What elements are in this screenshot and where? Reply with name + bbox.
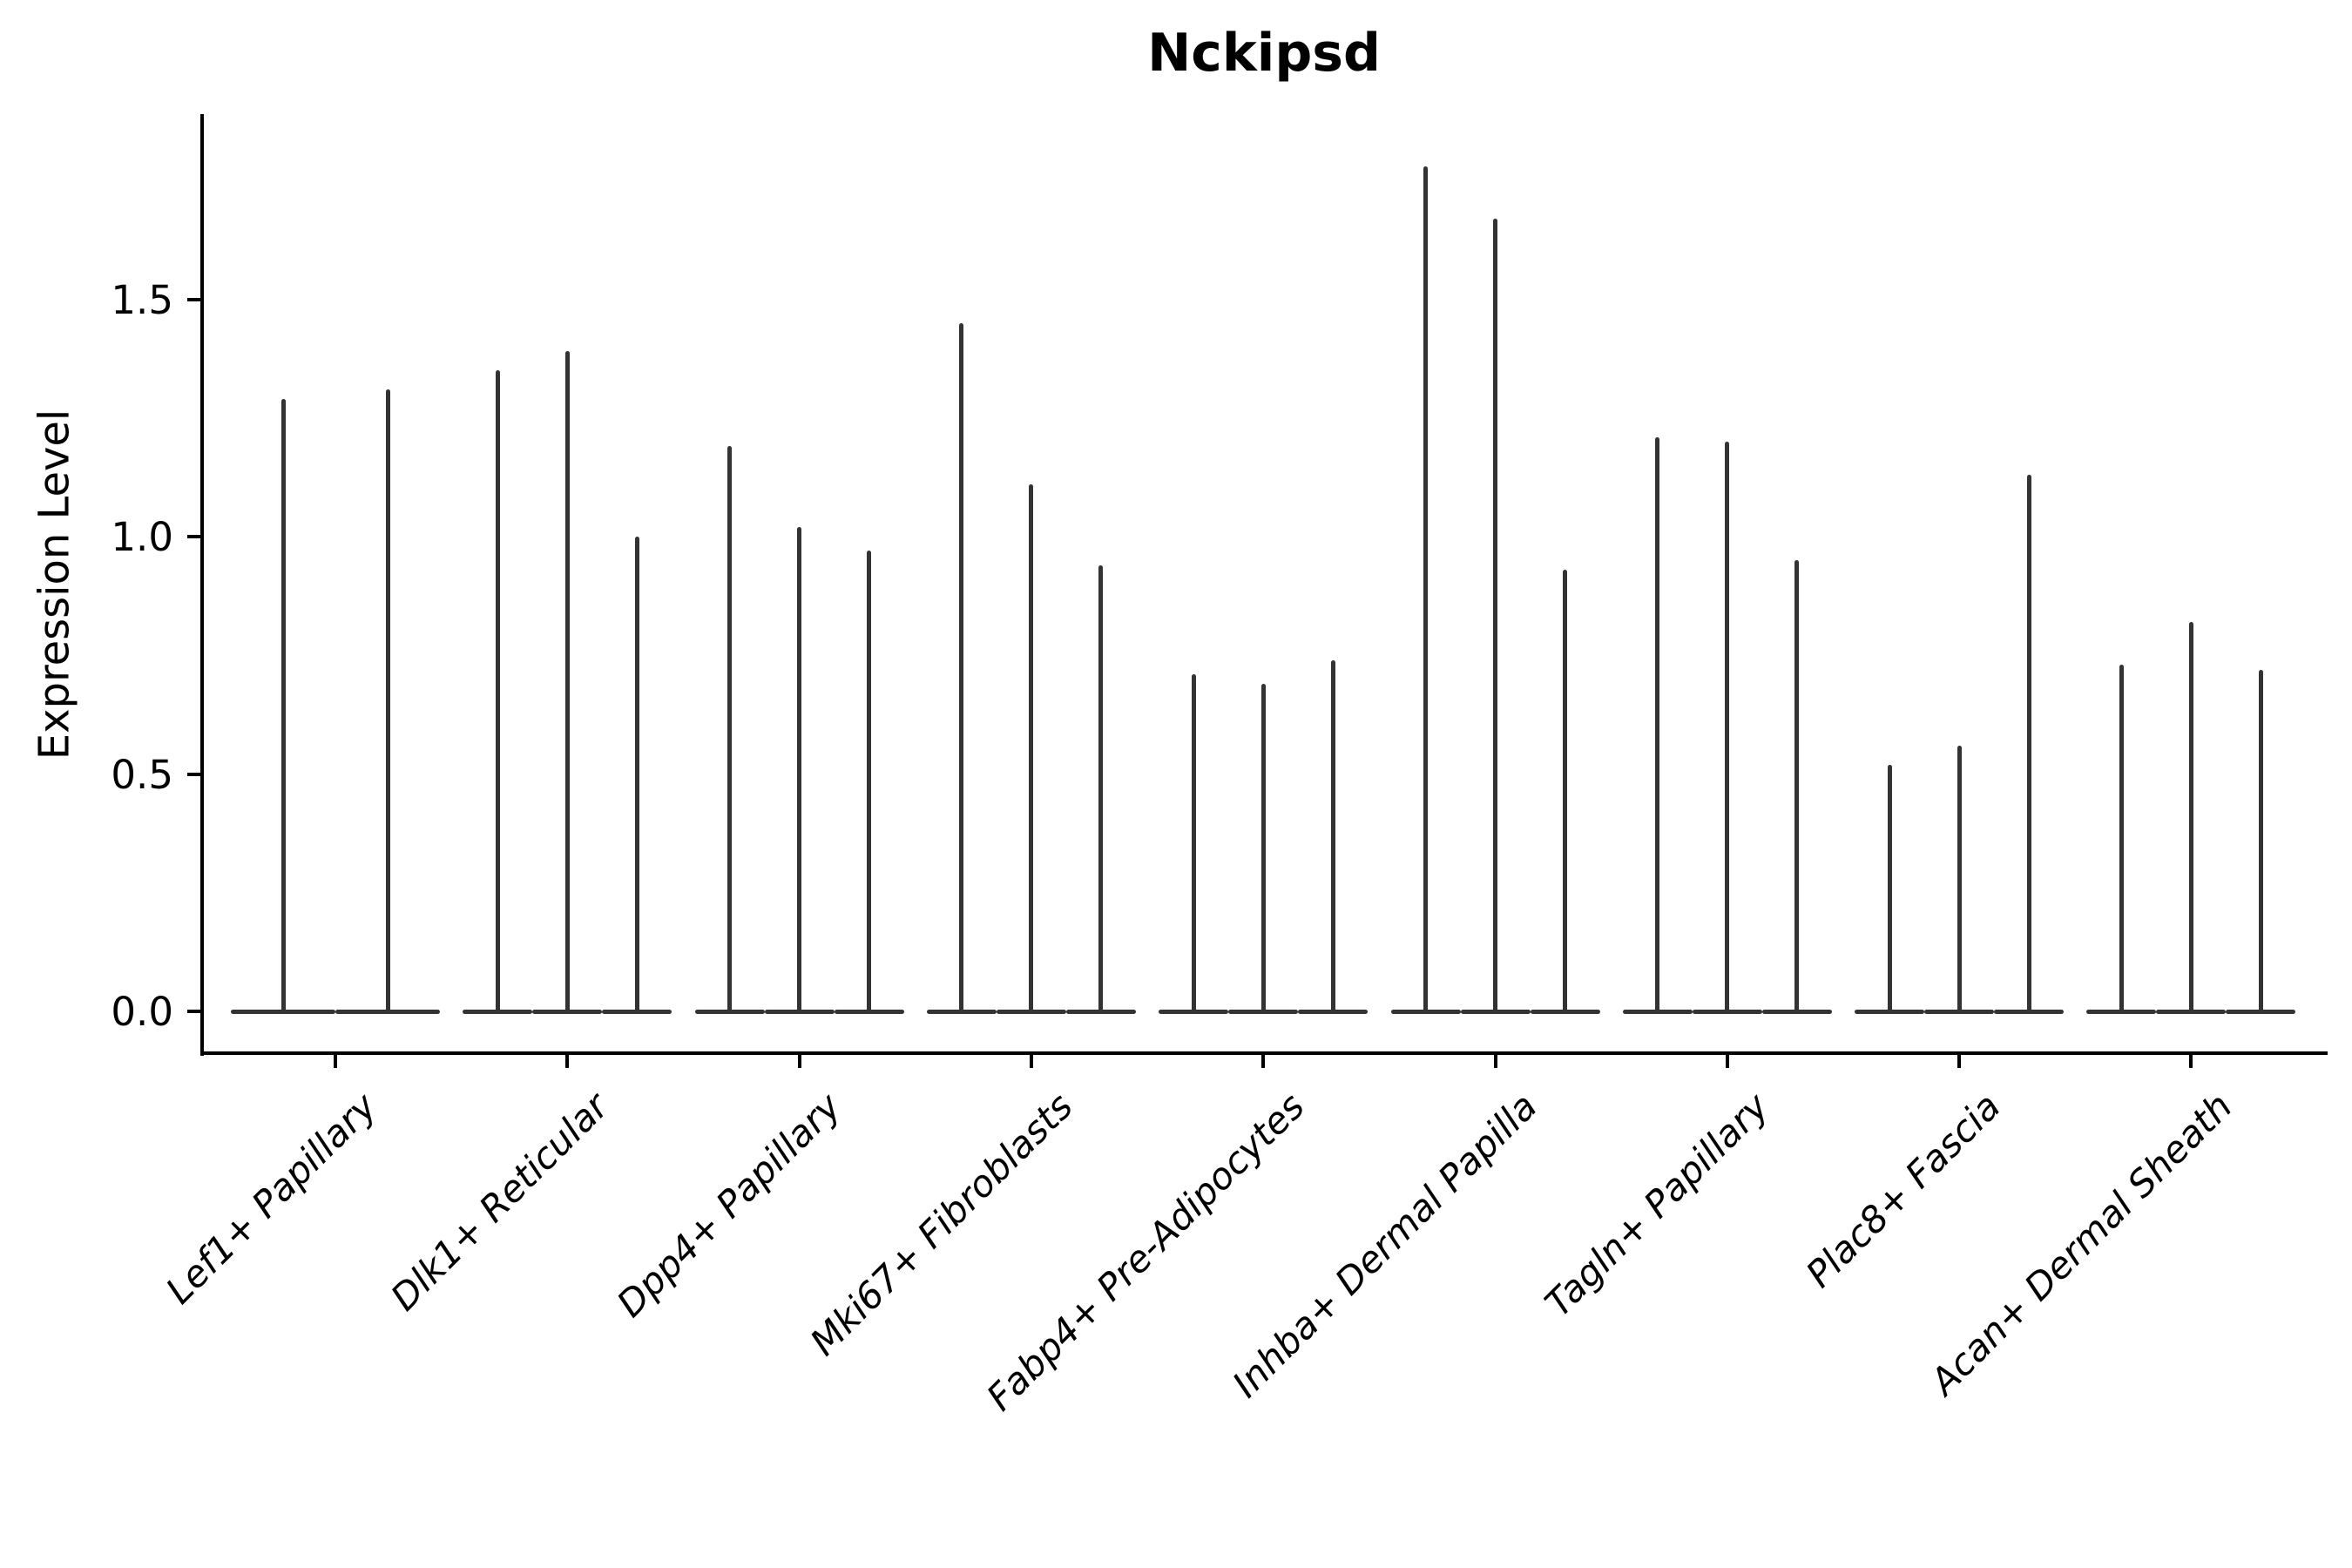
violin-base [2156, 1009, 2227, 1014]
violin-base [834, 1009, 904, 1014]
violin-base [1530, 1009, 1600, 1014]
violin-spike [1493, 218, 1497, 1011]
x-tick-mark [565, 1055, 570, 1068]
violin-spike [1887, 764, 1892, 1011]
violin-spike [1029, 484, 1034, 1011]
violin-spike [1794, 560, 1800, 1011]
y-axis-title-wrap: Expression Level [12, 115, 96, 1053]
violin-spike [1260, 683, 1266, 1011]
violin-spike [959, 322, 964, 1011]
x-tick-mark [334, 1055, 337, 1068]
violin-base [1924, 1009, 1995, 1014]
violin-spike [1098, 564, 1104, 1011]
x-tick-label: Acan+ Dermal Sheath [1922, 1085, 2241, 1403]
violin-base [1692, 1009, 1762, 1014]
violin-spike [797, 527, 802, 1011]
violin-spike [495, 370, 500, 1011]
y-tick-label: 1.0 [111, 514, 173, 560]
violin-spike [1423, 166, 1428, 1011]
violin-base [1298, 1009, 1369, 1014]
violin-spike [2119, 665, 2124, 1011]
y-tick-mark [187, 772, 200, 776]
violin-spike [2026, 475, 2031, 1011]
violin-base [231, 1009, 335, 1014]
y-tick-mark [187, 1010, 200, 1013]
violin-base [1460, 1009, 1531, 1014]
x-tick-mark [1957, 1055, 1962, 1068]
y-tick-mark [187, 297, 200, 301]
x-tick-label: Tagln+ Papillary [1536, 1085, 1777, 1325]
violin-base [1228, 1009, 1299, 1014]
violin-base [694, 1009, 765, 1014]
x-tick-label: Dlk1+ Reticular [382, 1085, 618, 1319]
y-tick-label: 1.5 [111, 276, 173, 323]
violin-spike [867, 551, 872, 1011]
violin-base [532, 1009, 603, 1014]
violin-base [1855, 1009, 1925, 1014]
violin-spike [1655, 436, 1660, 1011]
violin-base [1065, 1009, 1136, 1014]
x-tick-label: Mki67+ Fibroblasts [801, 1085, 1081, 1364]
violin-spike [1725, 442, 1730, 1011]
violin-base [996, 1009, 1066, 1014]
x-axis-spine [200, 1051, 2328, 1055]
x-tick-label: Inhba+ Dermal Papilla [1223, 1085, 1545, 1406]
violin-spike [564, 351, 570, 1011]
x-tick-mark [2189, 1055, 2193, 1068]
x-tick-label: Dpp4+ Papillary [608, 1085, 849, 1326]
x-tick-mark [1725, 1055, 1729, 1068]
violin-spike [727, 446, 733, 1011]
violin-spike [1330, 659, 1335, 1011]
violin-base [463, 1009, 533, 1014]
violin-base [1159, 1009, 1229, 1014]
x-tick-mark [797, 1055, 801, 1068]
violin-base [2226, 1009, 2296, 1014]
x-tick-mark [1493, 1055, 1497, 1068]
violin-spike [1563, 570, 1567, 1011]
chart-title: Nckipsd [1147, 23, 1381, 84]
y-tick-mark [187, 535, 200, 538]
y-tick-label: 0.5 [111, 751, 173, 798]
violin-spike [2258, 669, 2263, 1011]
violin-base [335, 1009, 440, 1014]
violin-spike [1191, 674, 1196, 1011]
violin-base [1994, 1009, 2065, 1014]
violin-base [1622, 1009, 1693, 1014]
violin-base [926, 1009, 997, 1014]
y-tick-label: 0.0 [111, 989, 173, 1035]
x-tick-mark [1029, 1055, 1033, 1068]
y-axis-spine [200, 114, 204, 1056]
violin-base [602, 1009, 672, 1014]
violin-spike [280, 398, 286, 1011]
violin-spike [634, 537, 639, 1011]
violin-base [2086, 1009, 2157, 1014]
x-tick-mark [1261, 1055, 1266, 1068]
y-axis-title: Expression Level [30, 409, 79, 760]
violin-base [1761, 1009, 1832, 1014]
violin-base [764, 1009, 835, 1014]
violin-base [1390, 1009, 1461, 1014]
x-tick-label: Plac8+ Fascia [1797, 1085, 2009, 1296]
violin-spike [2188, 622, 2193, 1011]
x-tick-label: Fabp4+ Pre-Adipocytes [978, 1085, 1314, 1419]
violin-spike [385, 389, 390, 1011]
violin-spike [1957, 745, 1962, 1011]
